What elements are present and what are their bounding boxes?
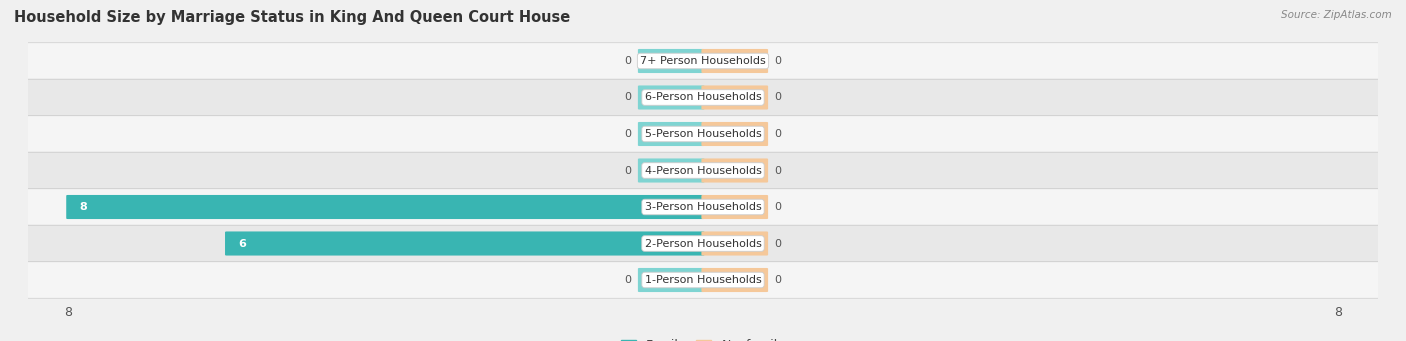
Text: 0: 0 bbox=[775, 92, 782, 103]
Text: 0: 0 bbox=[775, 56, 782, 66]
Text: Source: ZipAtlas.com: Source: ZipAtlas.com bbox=[1281, 10, 1392, 20]
Text: 5-Person Households: 5-Person Households bbox=[644, 129, 762, 139]
FancyBboxPatch shape bbox=[702, 159, 768, 182]
FancyBboxPatch shape bbox=[25, 43, 1381, 79]
FancyBboxPatch shape bbox=[702, 268, 768, 292]
FancyBboxPatch shape bbox=[225, 232, 704, 255]
FancyBboxPatch shape bbox=[702, 232, 768, 255]
Text: 0: 0 bbox=[775, 129, 782, 139]
Text: 0: 0 bbox=[624, 56, 631, 66]
Text: 0: 0 bbox=[775, 275, 782, 285]
FancyBboxPatch shape bbox=[25, 262, 1381, 298]
Text: 3-Person Households: 3-Person Households bbox=[644, 202, 762, 212]
Text: 0: 0 bbox=[775, 165, 782, 176]
FancyBboxPatch shape bbox=[702, 195, 768, 219]
Legend: Family, Nonfamily: Family, Nonfamily bbox=[616, 334, 790, 341]
FancyBboxPatch shape bbox=[25, 152, 1381, 189]
Text: 1-Person Households: 1-Person Households bbox=[644, 275, 762, 285]
FancyBboxPatch shape bbox=[702, 122, 768, 146]
Text: 0: 0 bbox=[775, 202, 782, 212]
FancyBboxPatch shape bbox=[25, 116, 1381, 152]
Text: 4-Person Households: 4-Person Households bbox=[644, 165, 762, 176]
FancyBboxPatch shape bbox=[638, 268, 704, 292]
Text: 7+ Person Households: 7+ Person Households bbox=[640, 56, 766, 66]
FancyBboxPatch shape bbox=[25, 225, 1381, 262]
FancyBboxPatch shape bbox=[25, 79, 1381, 116]
Text: 6: 6 bbox=[239, 238, 246, 249]
Text: 8: 8 bbox=[80, 202, 87, 212]
FancyBboxPatch shape bbox=[66, 195, 704, 219]
Text: 0: 0 bbox=[624, 275, 631, 285]
Text: 0: 0 bbox=[624, 165, 631, 176]
FancyBboxPatch shape bbox=[638, 49, 704, 73]
Text: 0: 0 bbox=[775, 238, 782, 249]
FancyBboxPatch shape bbox=[638, 86, 704, 109]
FancyBboxPatch shape bbox=[638, 122, 704, 146]
FancyBboxPatch shape bbox=[638, 159, 704, 182]
FancyBboxPatch shape bbox=[702, 49, 768, 73]
Text: 0: 0 bbox=[624, 92, 631, 103]
Text: Household Size by Marriage Status in King And Queen Court House: Household Size by Marriage Status in Kin… bbox=[14, 10, 571, 25]
Text: 6-Person Households: 6-Person Households bbox=[644, 92, 762, 103]
FancyBboxPatch shape bbox=[25, 189, 1381, 225]
Text: 2-Person Households: 2-Person Households bbox=[644, 238, 762, 249]
FancyBboxPatch shape bbox=[702, 86, 768, 109]
Text: 0: 0 bbox=[624, 129, 631, 139]
